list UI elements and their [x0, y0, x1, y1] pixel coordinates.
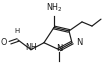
Text: H: H	[14, 28, 20, 34]
Text: NH: NH	[25, 43, 37, 52]
Text: N: N	[76, 38, 82, 47]
Text: NH$_2$: NH$_2$	[46, 1, 62, 14]
Text: N: N	[56, 44, 62, 53]
Text: O: O	[1, 38, 7, 47]
